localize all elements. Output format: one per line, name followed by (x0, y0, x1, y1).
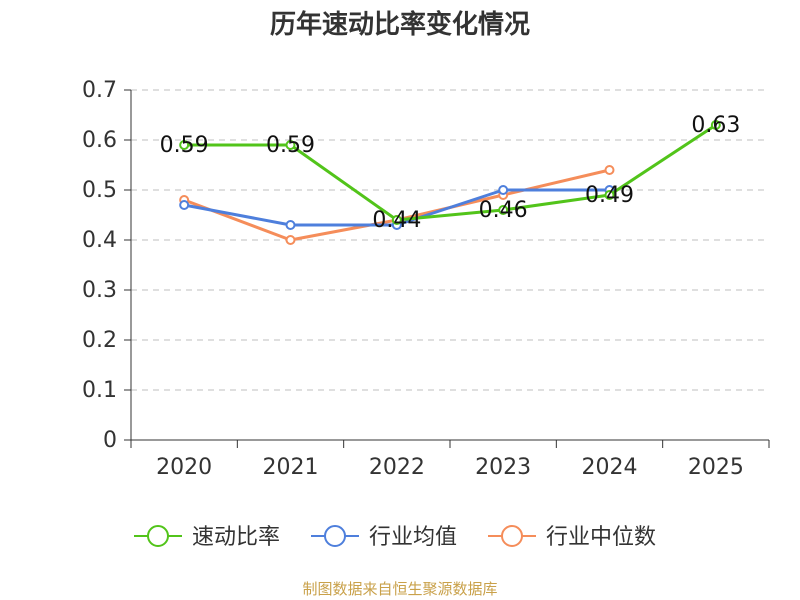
data-point (391, 215, 402, 225)
legend[interactable]: 速动比率 行业均值 行业中位数 (134, 525, 656, 550)
data-point (285, 140, 296, 150)
legend-label: 行业均值 (369, 525, 457, 550)
series-lines (179, 120, 721, 245)
data-point (604, 190, 615, 200)
legend-marker (147, 525, 169, 547)
x-tick-label: 2023 (475, 455, 531, 480)
legend-item-3[interactable]: 行业中位数 (488, 525, 656, 550)
data-point (285, 220, 296, 230)
legend-label: 速动比率 (192, 525, 280, 550)
data-point (710, 120, 721, 130)
x-tick-label: 2022 (369, 455, 425, 480)
grid-lines (131, 89, 769, 391)
y-tick-label: 0 (103, 428, 117, 453)
data-point (498, 185, 509, 195)
legend-item-1[interactable]: 速动比率 (134, 525, 280, 550)
y-tick-label: 0.7 (82, 78, 117, 103)
data-label: 0.49 (585, 183, 634, 208)
data-point (498, 205, 509, 215)
axes: 0 0.1 0.2 0.3 0.4 0.5 0.6 0.7 2020 2021 2022 2023 20… (82, 78, 770, 480)
legend-item-2[interactable]: 行业均值 (311, 525, 457, 550)
legend-marker (501, 525, 523, 547)
y-tick-label: 0.1 (82, 378, 117, 403)
series-line-1 (184, 123, 717, 222)
data-label: 0.59 (266, 133, 315, 158)
x-tick-label: 2021 (263, 455, 319, 480)
y-tick-label: 0.4 (82, 228, 117, 253)
data-point (179, 140, 190, 150)
data-label: 0.63 (691, 113, 740, 138)
data-point (285, 235, 296, 245)
y-tick-label: 0.3 (82, 278, 117, 303)
y-tick-label: 0.6 (82, 128, 117, 153)
data-labels: 0.59 0.59 0.44 0.46 0.49 0.63 (160, 113, 741, 233)
y-tick-label: 0.5 (82, 178, 117, 203)
source-note: 制图数据来自恒生聚源数据库 (302, 580, 498, 598)
y-tick-label: 0.2 (82, 328, 117, 353)
data-point (604, 165, 615, 175)
legend-marker (324, 525, 346, 547)
legend-label: 行业中位数 (546, 525, 656, 550)
data-label: 0.46 (479, 198, 528, 223)
chart-title: 历年速动比率变化情况 (269, 10, 530, 40)
data-label: 0.44 (372, 208, 421, 233)
x-tick-label: 2024 (582, 455, 638, 480)
data-point (179, 200, 190, 210)
x-tick-label: 2020 (156, 455, 212, 480)
x-tick-label: 2025 (688, 455, 744, 480)
data-label: 0.59 (160, 133, 209, 158)
